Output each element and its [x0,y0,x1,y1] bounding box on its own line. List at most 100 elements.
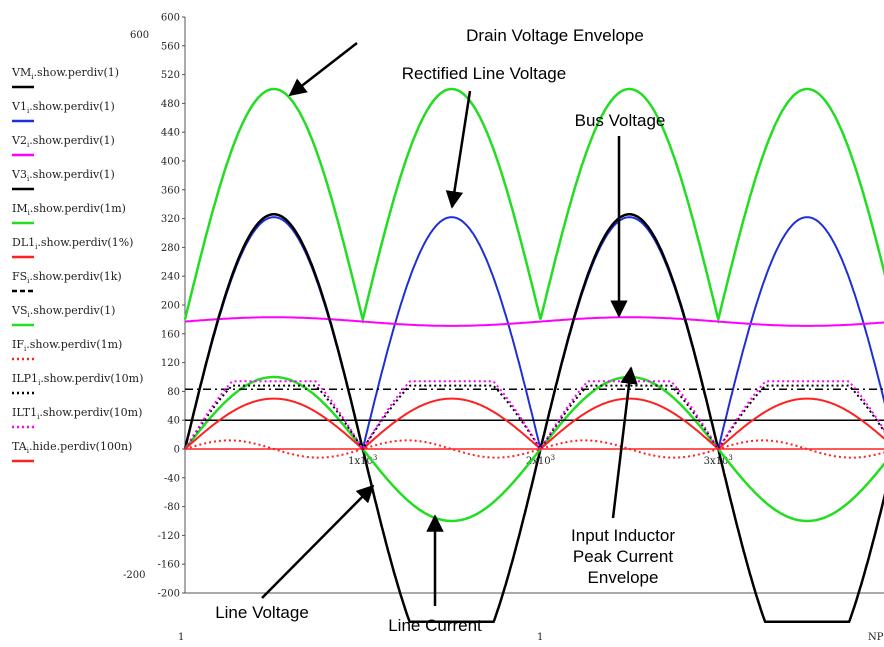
y-tick-label: 400 [161,157,180,168]
legend-name: VM [11,66,31,79]
annotation-arrow [261,484,375,599]
axes: 6005605204804404003603202802402001601208… [123,13,884,643]
legend-suffix: .show.perdiv(1) [29,100,115,113]
y-tick-label: -80 [164,502,180,513]
y-tick-label: 200 [161,301,180,312]
y-axis-bottom-label: -200 [123,570,145,581]
legend-label: VSi.show.perdiv(1) [11,304,115,319]
legend-label: V3i.show.perdiv(1) [11,168,115,183]
legend-suffix: .show.perdiv(1%) [37,236,133,249]
y-tick-label: 280 [161,243,180,254]
legend-label: FSi.show.perdiv(1k) [12,270,122,285]
series-group [183,87,884,624]
legend-suffix: .show.perdiv(10m) [40,372,143,385]
bottom-axis-label: 1 [178,632,184,642]
legend-suffix: .show.perdiv(1k) [29,270,121,283]
y-axis-top-label: 600 [130,30,149,41]
annotations: Drain Voltage Envelope Rectified Line Vol… [215,26,675,635]
legend-label: DL1i.show.perdiv(1%) [12,236,133,251]
legend-subscript: i [27,311,30,319]
legend-label: IFi.show.perdiv(1m) [12,338,122,353]
legend-name: FS [12,270,27,283]
legend-name: IF [12,338,24,351]
y-tick-label: 600 [161,13,180,24]
y-tick-label: 0 [174,445,180,456]
legend-subscript: i [27,447,30,455]
legend-name: V3 [11,168,27,181]
legend-subscript: i [38,379,41,387]
annotation-label: Rectified Line Voltage [402,64,566,83]
y-tick-label: -40 [164,473,180,484]
series-if_dot [184,439,884,459]
legend-label: ILP1i.show.perdiv(10m) [12,372,143,387]
y-tick-label: 320 [161,214,180,225]
series-bus [184,316,884,327]
series-ilp_dot [184,384,884,451]
x-tick-exponent: 3 [728,454,732,462]
legend-name: IM [12,202,28,215]
legend-subscript: i [27,141,30,149]
y-tick-label: 440 [161,128,180,139]
legend-label: TAi.hide.perdiv(100n) [12,440,132,455]
legend-subscript: i [28,209,31,217]
y-tick-label: -120 [158,531,180,542]
legend-name: ILT1 [12,406,37,419]
legend-suffix: .show.perdiv(1) [30,304,116,317]
legend-suffix: .show.perdiv(1m) [26,338,122,351]
legend: VMi.show.perdiv(1)V1i.show.perdiv(1)V2i.… [11,66,143,463]
legend-name: DL1 [12,236,35,249]
legend-label: ILT1i.show.perdiv(10m) [12,406,142,421]
series-ilt_dot [184,380,884,451]
legend-suffix: .show.perdiv(10m) [39,406,142,419]
y-tick-label: 80 [167,387,180,398]
legend-subscript: i [31,73,34,81]
annotation-label: Line Voltage [215,603,309,622]
annotation-label: Peak Current [573,547,673,566]
x-tick-exponent: 3 [373,454,377,462]
legend-name: ILP1 [12,372,38,385]
annotation-arrow [611,366,638,519]
y-tick-label: 360 [161,185,180,196]
series-drain [183,87,884,325]
annotation-label: Envelope [588,568,659,587]
annotation-label: Drain Voltage Envelope [466,26,644,45]
annotation-arrow [288,42,358,97]
annotation-arrow [445,90,472,209]
y-tick-label: 520 [161,70,180,81]
y-tick-label: 120 [161,358,180,369]
legend-name: V1 [11,100,27,113]
legend-subscript: i [27,107,30,115]
legend-name: TA [12,440,28,453]
annotation-label: Bus Voltage [575,111,666,130]
y-tick-label: 160 [161,329,180,340]
bottom-axis-label: 1 [537,632,543,642]
legend-suffix: .show.perdiv(1) [29,168,115,181]
legend-name: V2 [11,134,27,147]
legend-subscript: i [37,413,40,421]
legend-suffix: .hide.perdiv(100n) [29,440,132,453]
legend-name: VS [11,304,27,317]
y-tick-label: -200 [158,589,180,600]
series-vline [183,213,884,624]
legend-subscript: i [27,277,30,285]
legend-label: IMi.show.perdiv(1m) [12,202,126,217]
bottom-axis-label: NP [868,632,884,642]
y-tick-labels: 6005605204804404003603202802402001601208… [123,13,185,600]
y-tick-label: 560 [161,41,180,52]
legend-subscript: i [35,243,38,251]
y-tick-label: 480 [161,99,180,110]
legend-suffix: .show.perdiv(1) [33,66,119,79]
legend-label: V1i.show.perdiv(1) [11,100,115,115]
legend-label: V2i.show.perdiv(1) [11,134,115,149]
annotation-label: Input Inductor [571,526,675,545]
y-tick-label: 40 [167,416,180,427]
x-tick-exponent: 3 [551,454,555,462]
series-ilpeak [184,397,884,451]
legend-subscript: i [24,345,27,353]
legend-suffix: .show.perdiv(1) [29,134,115,147]
annotation-label: Line Current [388,616,482,635]
series-rect [184,216,884,453]
legend-subscript: i [27,175,30,183]
